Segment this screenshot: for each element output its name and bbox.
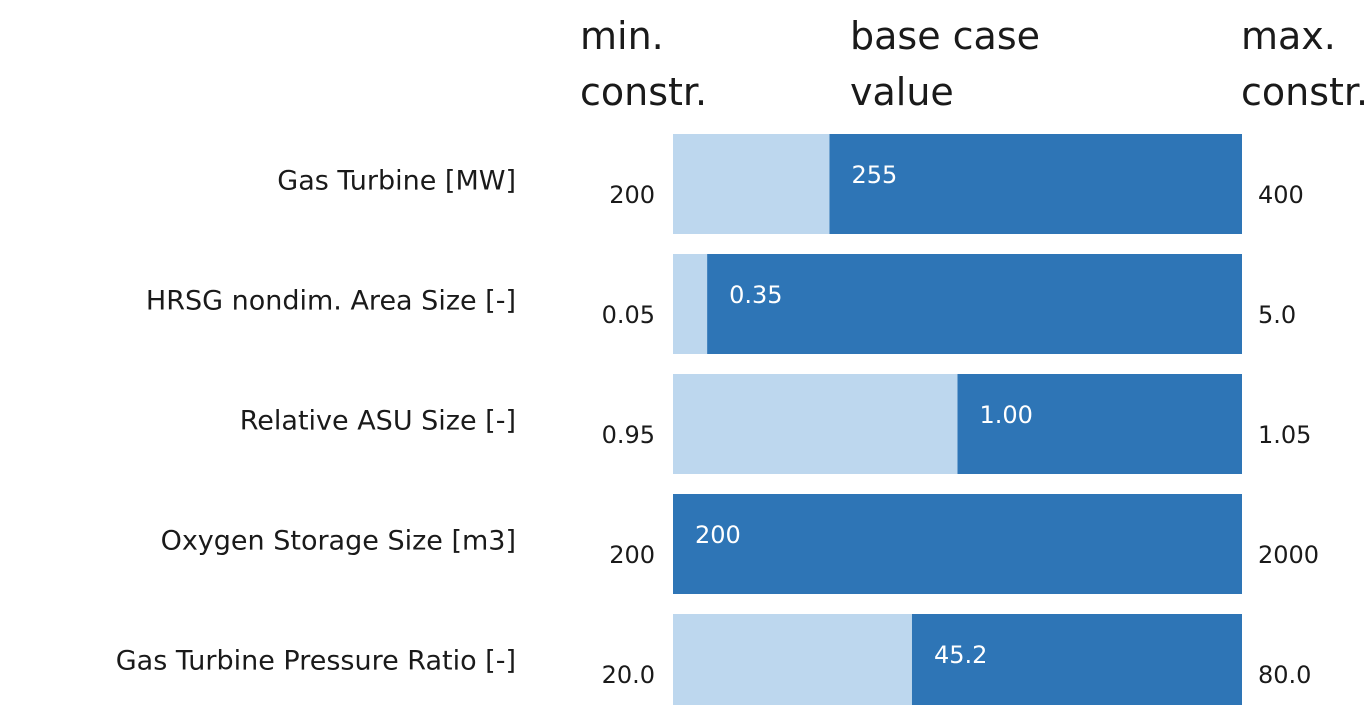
base-value-bar (673, 494, 1242, 594)
row-label: HRSG nondim. Area Size [-] (146, 286, 516, 317)
base-value-label: 200 (695, 521, 741, 549)
base-value-label: 0.35 (729, 281, 782, 309)
max-constraint-label: 1.05 (1258, 421, 1311, 449)
max-constraint-label: 80.0 (1258, 661, 1311, 689)
row-label: Gas Turbine Pressure Ratio [-] (116, 646, 516, 677)
base-case-value-header: base case value (850, 14, 1041, 114)
max-constraint-label: 2000 (1258, 541, 1319, 569)
range-bar-light (673, 614, 912, 705)
min-constraint-label: 200 (609, 541, 655, 569)
range-bar-light (673, 374, 958, 474)
base-value-bar (957, 374, 1242, 474)
row-label: Relative ASU Size [-] (240, 406, 516, 437)
min-constraint-label: 0.95 (602, 421, 655, 449)
range-bar-light (673, 254, 708, 354)
max-constraint-label: 400 (1258, 181, 1304, 209)
row-label: Gas Turbine [MW] (277, 166, 516, 197)
base-value-bar (911, 614, 1242, 705)
max-constraint-header: max. constr. (1241, 14, 1369, 114)
range-bar-light (673, 134, 830, 234)
row-label: Oxygen Storage Size [m3] (161, 526, 516, 557)
min-constraint-label: 20.0 (602, 661, 655, 689)
base-value-bar (707, 254, 1242, 354)
min-constraint-header: min. constr. (580, 14, 708, 114)
min-constraint-label: 200 (609, 181, 655, 209)
max-constraint-label: 5.0 (1258, 301, 1296, 329)
base-value-label: 255 (851, 161, 897, 189)
base-value-bar (829, 134, 1242, 234)
base-value-label: 45.2 (934, 641, 987, 669)
base-value-label: 1.00 (980, 401, 1033, 429)
min-constraint-label: 0.05 (602, 301, 655, 329)
